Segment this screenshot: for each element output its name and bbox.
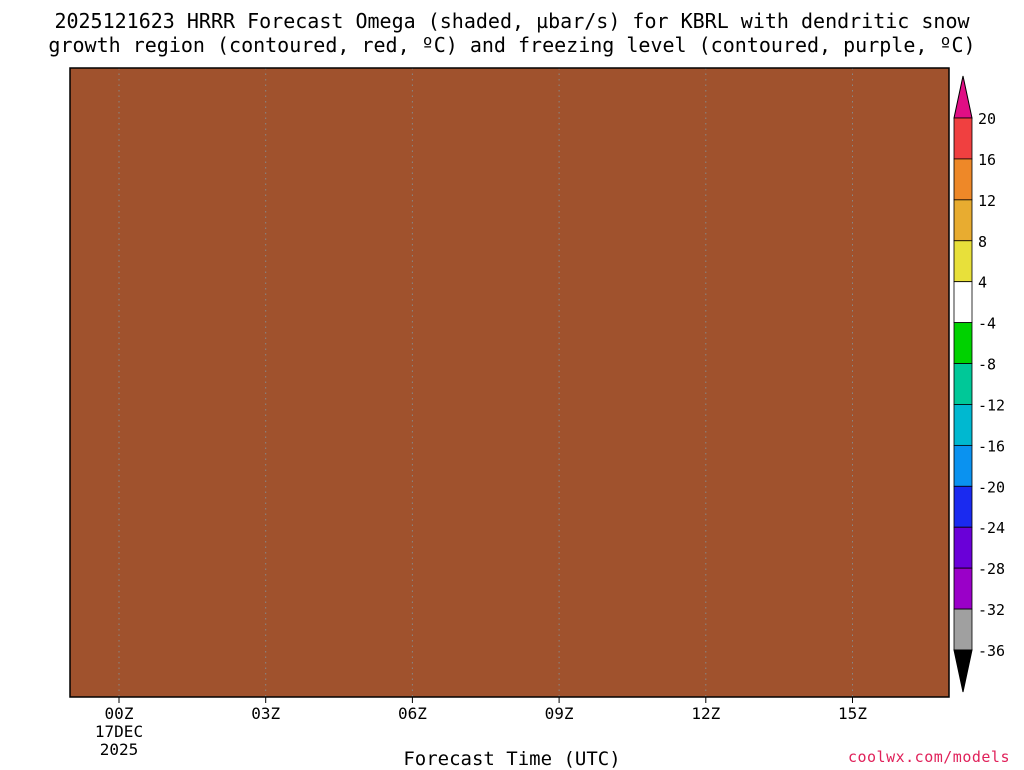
colorbar-label--16: -16 [978,437,1005,455]
colorbar-band--32 [953,567,973,610]
colorbar-label-8: 8 [978,233,987,251]
colorbar-label--24: -24 [978,519,1005,537]
chart-title-line2: growth region (contoured, red, ºC) and f… [48,33,976,57]
x-axis-title: Forecast Time (UTC) [403,748,621,770]
grid-lines [118,68,853,697]
colorbar-band--4 [953,281,973,324]
colorbar-label--32: -32 [978,601,1005,619]
x-tick-label-15Z: 15Z [838,704,867,723]
omega-fills [70,68,949,697]
colorbar-band--8 [953,322,973,364]
colorbar-band--24 [953,485,973,528]
x-tick-label-09Z: 09Z [545,704,574,723]
colorbar-bottom-arrow [953,649,973,693]
colorbar-top-arrow [953,75,973,119]
colorbar-band--12 [953,363,973,405]
chart-title-line1: 2025121623 HRRR Forecast Omega (shaded, … [54,9,970,33]
x-tick-sublabel-1: 2025 [100,740,139,759]
colorbar-band-16 [953,117,973,160]
plot-frame [69,67,950,698]
colorbar: 20 16 12 8 4 -4 -8 -12 -16 -20 -24 -28 -32 -36 [953,75,1005,693]
colorbar-band--16 [953,404,973,446]
colorbar-label--20: -20 [978,478,1005,496]
colorbar-label-4: 4 [978,274,987,292]
x-tick-label-06Z: 06Z [398,704,427,723]
colorbar-label--28: -28 [978,560,1005,578]
colorbar-label-12: 12 [978,192,996,210]
colorbar-label-16: 16 [978,151,996,169]
colorbar-label--12: -12 [978,396,1005,414]
credit-link[interactable]: coolwx.com/models [847,748,1010,766]
colorbar-band--36 [953,608,973,651]
x-tick-sublabel-0: 17DEC [95,722,143,741]
colorbar-band-12 [953,158,973,201]
colorbar-band--20 [953,444,973,487]
x-tick-label-03Z: 03Z [251,704,280,723]
x-tick-label-12Z: 12Z [691,704,720,723]
colorbar-label--8: -8 [978,356,996,374]
axes: 2503003504004505005506006507007508008509… [69,67,950,759]
colorbar-label--4: -4 [978,315,996,333]
x-tick-label-00Z: 00Z [105,704,134,723]
colorbar-band-4 [953,240,973,283]
surface-strip [70,68,949,697]
colorbar-band--28 [953,526,973,569]
colorbar-band-8 [953,199,973,242]
colorbar-label-20: 20 [978,110,996,128]
colorbar-label--36: -36 [978,642,1005,660]
